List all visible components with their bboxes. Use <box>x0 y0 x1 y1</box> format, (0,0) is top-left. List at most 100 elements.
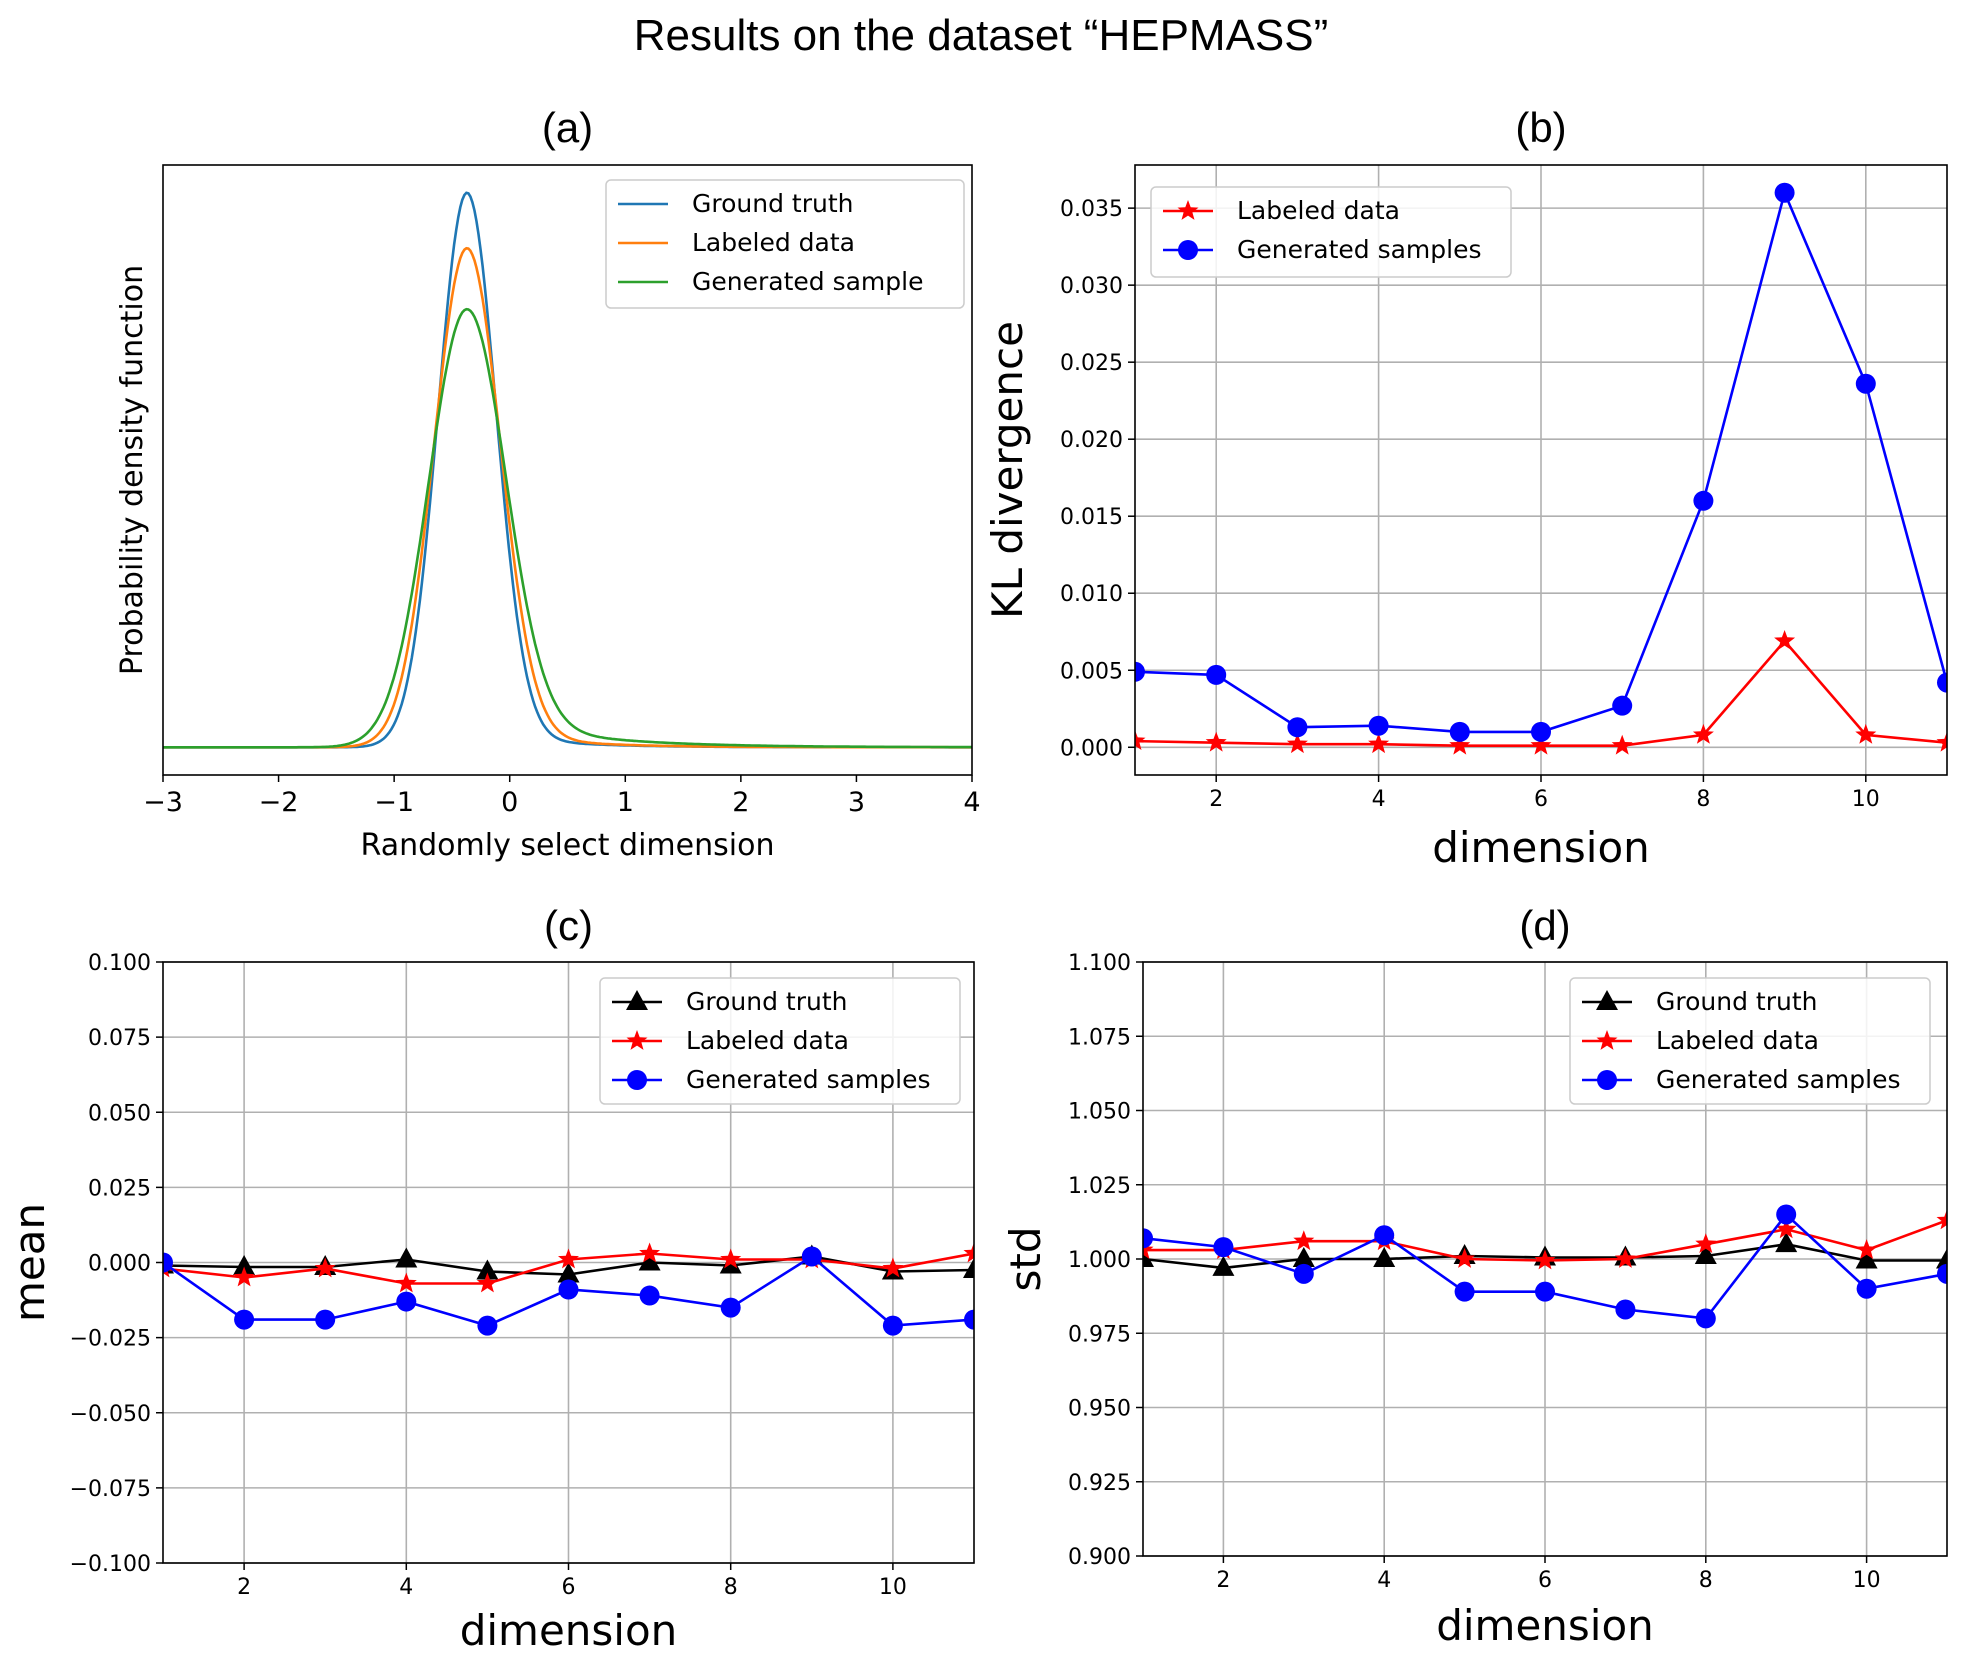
data-point <box>476 1272 498 1293</box>
x-tick-label: −1 <box>374 787 414 818</box>
data-point <box>1611 734 1633 755</box>
y-tick-label: 0.020 <box>1060 428 1123 453</box>
panel-label: (a) <box>542 104 593 151</box>
data-point <box>1368 715 1389 736</box>
data-point <box>1695 1308 1716 1329</box>
legend-marker <box>1178 240 1198 260</box>
data-point <box>314 1257 336 1278</box>
figure-title: Results on the dataset “HEPMASS” <box>634 11 1329 60</box>
y-tick-label: 0.100 <box>88 951 151 976</box>
series-line-generated-sample <box>163 307 972 749</box>
data-point <box>1936 1248 1947 1269</box>
series-group <box>1143 1204 1947 1329</box>
y-tick-label: 0.015 <box>1060 505 1123 530</box>
data-point <box>1368 733 1390 754</box>
data-point <box>1292 1247 1315 1267</box>
data-point <box>1212 1255 1235 1276</box>
data-point <box>558 1248 579 1269</box>
data-point <box>720 1248 742 1269</box>
legend-label: Ground truth <box>692 189 853 218</box>
x-axis-label: dimension <box>460 1606 678 1655</box>
panel-label: (c) <box>544 902 593 949</box>
data-point <box>638 1250 661 1271</box>
panel-a: −3 −2 −1 0 1 2 3 4 (a) Randomly select dimension P… <box>115 104 981 863</box>
data-point <box>1692 723 1714 744</box>
legend-box <box>1569 977 1931 1105</box>
data-point <box>1213 1237 1234 1258</box>
legend: Ground truth Labeled data Generated sample… <box>599 977 961 1105</box>
y-tick-label: 0.975 <box>1068 1322 1131 1347</box>
legend-label: Generated samples <box>686 1065 931 1094</box>
series-line-labeled-data <box>163 246 972 749</box>
y-tick-label: 0.030 <box>1060 274 1123 299</box>
y-tick-label: 0.000 <box>88 1252 151 1277</box>
data-point <box>1449 721 1470 742</box>
y-tick-label: 0.025 <box>1060 351 1123 376</box>
data-point <box>1855 1248 1878 1269</box>
legend-label: Ground truth <box>1656 987 1817 1016</box>
data-point <box>395 1272 417 1293</box>
data-point <box>1855 373 1876 394</box>
x-tick-label: 4 <box>963 787 980 818</box>
axes-frame <box>162 164 973 776</box>
data-point <box>1612 695 1633 716</box>
legend-label: Generated sample <box>692 267 923 296</box>
data-point <box>558 1279 579 1300</box>
y-axis-label: mean <box>5 1203 54 1322</box>
x-tick-label: 10 <box>1853 1568 1881 1593</box>
data-point <box>1936 1209 1947 1230</box>
legend-box <box>599 977 961 1105</box>
y-tick-label: 0.075 <box>88 1026 151 1051</box>
data-point <box>1775 1218 1797 1239</box>
data-point <box>1776 1204 1797 1225</box>
data-point <box>1143 1228 1153 1249</box>
data-point <box>1374 1225 1395 1246</box>
data-point <box>1856 1239 1878 1259</box>
legend: Ground truth Labeled data Generated sample… <box>1569 977 1931 1105</box>
x-tick-label: 6 <box>1534 787 1548 812</box>
legend-label: Labeled data <box>686 1026 849 1055</box>
legend-marker <box>627 1070 647 1090</box>
data-point <box>1774 182 1795 203</box>
data-point <box>801 1246 822 1267</box>
y-axis-label: KL divergence <box>983 321 1032 619</box>
x-tick-label: 0 <box>501 787 518 818</box>
legend-marker <box>1596 990 1618 1010</box>
legend-label: Ground truth <box>686 987 847 1016</box>
data-point <box>233 1255 256 1276</box>
legend: Ground truth Labeled data Generated sample <box>605 179 965 309</box>
y-axis-label: Probability density function <box>115 265 150 675</box>
data-point <box>1774 630 1796 650</box>
y-tick-label: 0.050 <box>88 1101 151 1126</box>
y-tick-label: 0.005 <box>1060 659 1123 684</box>
y-tick-label: 1.000 <box>1068 1248 1131 1273</box>
legend-marker <box>1597 1070 1617 1090</box>
data-point <box>1293 1230 1315 1251</box>
data-point <box>1693 490 1714 511</box>
data-point <box>1206 664 1227 685</box>
data-point <box>234 1309 255 1330</box>
data-point <box>1694 1244 1717 1265</box>
data-point <box>1535 1281 1555 1302</box>
data-point <box>315 1309 336 1330</box>
data-point <box>639 1285 660 1306</box>
x-tick-label: 2 <box>732 787 749 818</box>
data-point <box>963 1242 974 1263</box>
x-tick-label: 8 <box>1696 787 1710 812</box>
data-point <box>1936 731 1947 752</box>
data-point <box>1135 730 1146 750</box>
x-tick-label: 4 <box>1377 1568 1391 1593</box>
data-point <box>395 1247 418 1268</box>
data-point <box>396 1291 417 1312</box>
y-axis-label: std <box>1001 1226 1050 1291</box>
x-tick-label: 6 <box>562 1575 576 1600</box>
data-point <box>1937 672 1947 693</box>
panel-label: (b) <box>1515 104 1566 151</box>
panel-c: 2 4 6 8 10 −0.100 −0.075 −0.050 −0.025 0.000 0.025… <box>5 902 975 1655</box>
series-group <box>163 191 972 749</box>
data-point <box>1614 1248 1636 1268</box>
data-point <box>1293 1263 1314 1284</box>
x-tick-label: 6 <box>1538 1568 1552 1593</box>
y-tick-label: −0.100 <box>70 1552 151 1577</box>
